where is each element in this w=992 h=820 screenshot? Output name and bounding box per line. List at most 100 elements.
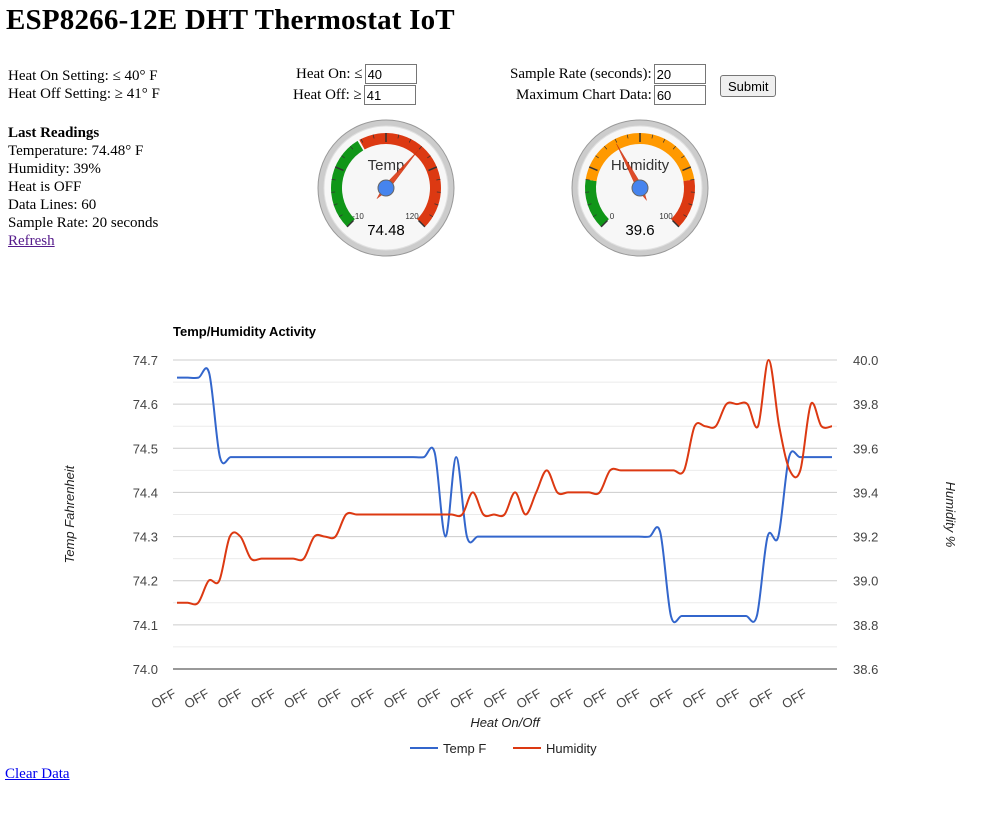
heat-on-setting: Heat On Setting: ≤ 40° F [8, 68, 158, 84]
chart-title: Temp/Humidity Activity [173, 324, 317, 339]
max-chart-input[interactable] [653, 85, 706, 105]
gauge-tick [682, 166, 692, 172]
y-right-tick-label: 39.0 [853, 574, 878, 589]
x-tick-label: OFF [148, 686, 178, 712]
humidity-reading: Humidity: 39% [8, 161, 101, 177]
x-tick-label: OFF [746, 686, 776, 712]
x-tick-label: OFF [215, 686, 245, 712]
last-readings: Last Readings Temperature: 74.48° F Humi… [8, 124, 158, 250]
temperature-reading: Temperature: 74.48° F [8, 143, 144, 159]
gauge-tick [672, 145, 676, 150]
gauge-tick [626, 134, 629, 139]
gauge-band-1 [359, 133, 441, 227]
x-tick-label: OFF [314, 686, 344, 712]
gauge-tick [427, 155, 431, 159]
y-left-tick-label: 74.3 [133, 530, 158, 545]
x-tick-label: OFF [646, 686, 676, 712]
gauge-tick [592, 214, 597, 218]
clear-data-link[interactable]: Clear Data [5, 766, 70, 782]
refresh-link[interactable]: Refresh [8, 233, 55, 249]
gauge-tick [346, 219, 355, 228]
x-axis-label: Heat On/Off [470, 715, 541, 730]
y-left-tick-label: 74.1 [133, 618, 158, 633]
y-left-tick-label: 74.5 [133, 441, 158, 456]
gauge-tick [614, 138, 618, 143]
y-left-tick-label: 74.2 [133, 574, 158, 589]
gauge-tick [683, 214, 688, 218]
x-tick-label: OFF [779, 686, 809, 712]
gauge-tick [662, 138, 666, 143]
humidity-gauge: Humidity 0 100 39.6 [571, 119, 709, 257]
x-tick-label: OFF [547, 686, 577, 712]
gauge-tick [418, 145, 422, 150]
gauge-band-1 [585, 133, 695, 182]
x-tick-label: OFF [514, 686, 544, 712]
gauge-tick [681, 155, 685, 159]
sample-rate-row: Sample Rate (seconds): [510, 64, 706, 84]
legend-label: Temp F [443, 741, 486, 756]
gauge-band-0 [585, 179, 609, 227]
gauge-tick [604, 145, 608, 150]
heat-status: Heat is OFF [8, 179, 82, 195]
gauge-hub [631, 179, 649, 197]
gauge-tick [588, 166, 598, 172]
y-left-tick-label: 74.6 [133, 397, 158, 412]
readings-heading: Last Readings [8, 125, 100, 141]
gauge-tick [434, 203, 439, 206]
y-right-tick-label: 39.6 [853, 441, 878, 456]
heat-off-label: Heat Off: ≥ [293, 86, 362, 103]
x-tick-label: OFF [281, 686, 311, 712]
gauge-tick [595, 155, 599, 159]
y-left-tick-label: 74.4 [133, 485, 158, 500]
gauge-band-2 [671, 179, 695, 227]
series-line-humidity [177, 358, 833, 606]
gauge-tick [436, 179, 441, 181]
activity-chart: Temp/Humidity Activity 74.0 74.1 74.2 74.3 74… [62, 324, 958, 756]
heat-on-row: Heat On: ≤ [296, 64, 417, 84]
x-tick-label: OFF [613, 686, 643, 712]
gauge-tick [334, 166, 344, 172]
legend-label: Humidity [546, 741, 597, 756]
y-left-axis-label: Temp Fahrenheit [62, 464, 77, 563]
x-tick-label: OFF [580, 686, 610, 712]
heat-off-input[interactable] [363, 85, 416, 105]
current-settings: Heat On Setting: ≤ 40° F Heat Off Settin… [8, 67, 160, 103]
gauge-tick [333, 203, 338, 206]
x-tick-label: OFF [348, 686, 378, 712]
page-title: ESP8266-12E DHT Thermostat IoT [6, 4, 455, 36]
gauge-label: Humidity [611, 157, 670, 174]
gauge-tick [671, 219, 680, 228]
y-right-axis-label: Humidity % [943, 482, 958, 548]
submit-button[interactable]: Submit [720, 75, 777, 97]
x-tick-label: OFF [248, 686, 278, 712]
sample-rate-reading: Sample Rate: 20 seconds [8, 215, 159, 231]
heat-off-setting: Heat Off Setting: ≥ 41° F [8, 86, 160, 102]
heat-on-input[interactable] [364, 64, 417, 84]
sample-rate-input[interactable] [653, 64, 706, 84]
x-tick-label: OFF [414, 686, 444, 712]
gauge-band-0 [331, 140, 364, 227]
activity-chart-container: Temp/Humidity Activity 74.0 74.1 74.2 74.3 74… [0, 310, 992, 770]
gauge-tick [587, 203, 592, 206]
gauge-tick [341, 155, 345, 159]
gauge-tick [429, 214, 434, 218]
gauge-tick [600, 219, 609, 228]
y-right-tick-label: 39.8 [853, 397, 878, 412]
gauge-max-label: 100 [659, 212, 673, 221]
gauge-tick [428, 166, 438, 172]
y-right-tick-label: 38.6 [853, 662, 878, 677]
heat-on-label: Heat On: ≤ [296, 65, 363, 82]
heat-off-row: Heat Off: ≥ [293, 85, 416, 105]
gauge-tick [331, 179, 336, 181]
gauge-tick [360, 138, 364, 143]
gauge-tick [690, 179, 695, 181]
x-tick-label: OFF [680, 686, 710, 712]
gauge-tick [397, 134, 400, 139]
gauge-value: 74.48 [367, 222, 405, 239]
x-tick-label: OFF [480, 686, 510, 712]
gauge-tick [338, 214, 343, 218]
x-tick-label: OFF [447, 686, 477, 712]
y-right-tick-label: 40.0 [853, 353, 878, 368]
gauge-tick [350, 145, 354, 150]
